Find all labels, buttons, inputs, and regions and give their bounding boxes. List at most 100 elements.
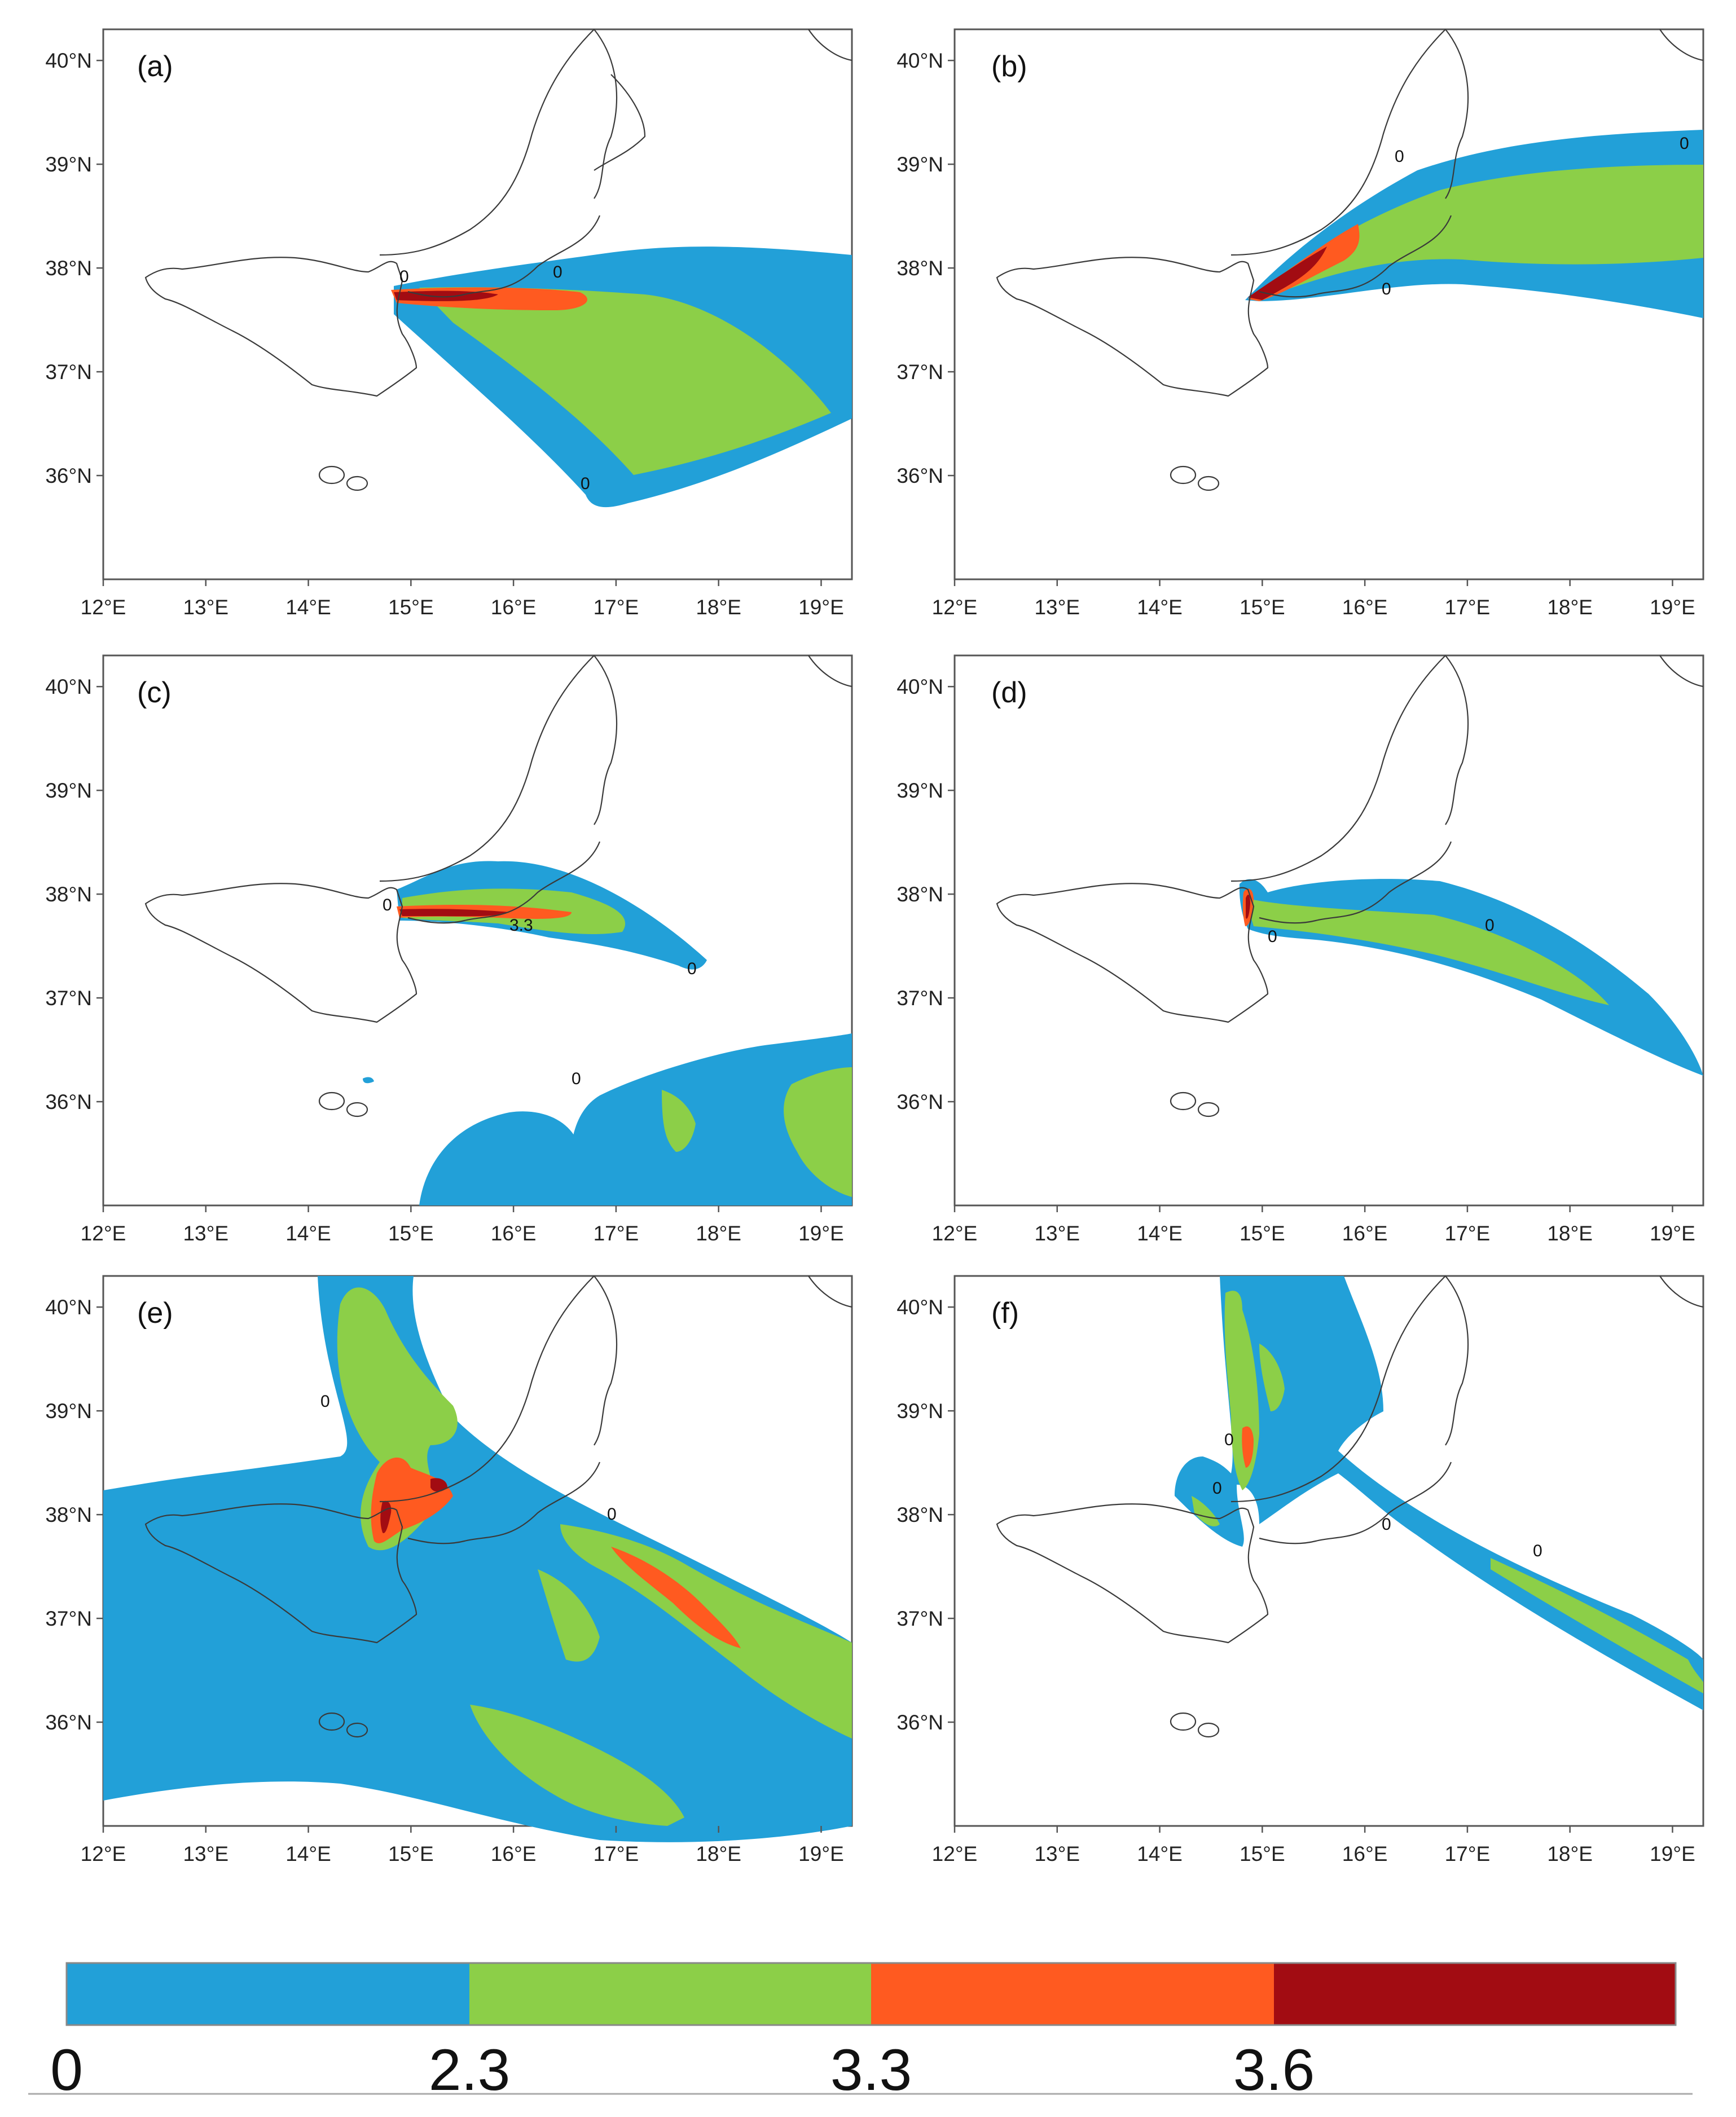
x-tick-label: 12°E (932, 1222, 978, 1245)
x-tick-label: 14°E (285, 596, 331, 619)
colorbar-label: 3.6 (1233, 2037, 1315, 2103)
y-tick-label: 40°N (896, 1296, 943, 1319)
y-tick-label: 39°N (896, 1399, 943, 1423)
axes-layer: 12°E 13°E 14°E 15°E 16°E 17°E 18°E 19°E 40°N 39°N… (45, 49, 1695, 1865)
x-tick-label: 19°E (798, 596, 844, 619)
plume-fields (391, 247, 852, 508)
contour-label: 0 (320, 1392, 330, 1411)
contour-label: 0 (1395, 147, 1404, 166)
colorbar-label: 3.3 (830, 2037, 912, 2103)
coastlines (144, 29, 852, 491)
contour-label: 0 (553, 263, 562, 281)
y-tick-label: 36°N (45, 1711, 92, 1734)
contour-labels: 0 0 0 0 (1212, 1431, 1542, 1560)
x-tick-label: 13°E (183, 596, 228, 619)
colorbar-swatch-level-1 (67, 1963, 469, 2025)
x-tick-label: 18°E (1547, 1842, 1593, 1865)
y-tick-label: 36°N (896, 1711, 943, 1734)
plume-level-2 (1245, 898, 1609, 1005)
x-tick-label: 16°E (1342, 596, 1388, 619)
plume-level-2 (662, 1090, 696, 1152)
x-tick-label: 19°E (1650, 1842, 1695, 1865)
contour-label: 0 (1533, 1542, 1542, 1560)
x-tick-label: 12°E (932, 596, 978, 619)
panel-f: 0 0 0 0 (f) (953, 1275, 1704, 1827)
plume-level-3 (611, 1547, 741, 1648)
y-tick-label: 38°N (45, 1503, 92, 1526)
plume-level-2 (538, 1569, 600, 1662)
plume-level-2 (1491, 1558, 1703, 1693)
x-tick-label: 18°E (1547, 596, 1593, 619)
x-tick-label: 19°E (798, 1222, 844, 1245)
x-tick-label: 16°E (491, 596, 537, 619)
panel-letter: (e) (137, 1297, 173, 1330)
x-tick-label: 18°E (1547, 1222, 1593, 1245)
contour-label: 0 (572, 1069, 581, 1088)
y-tick-label: 37°N (45, 1607, 92, 1630)
x-tick-label: 16°E (491, 1842, 537, 1865)
contour-labels: 0 0 (1268, 916, 1495, 946)
x-tick-label: 16°E (1342, 1222, 1388, 1245)
x-tick-label: 18°E (696, 1222, 741, 1245)
panel-a: 0 0 0 (a) (102, 28, 853, 580)
map-frame (953, 28, 1704, 580)
contour-label: 0 (607, 1505, 617, 1524)
y-tick-label: 37°N (45, 360, 92, 384)
plume-level-1 (363, 1077, 374, 1084)
y-tick-label: 40°N (896, 49, 943, 72)
y-tick-label: 40°N (896, 675, 943, 698)
x-tick-label: 13°E (1034, 1222, 1080, 1245)
y-tick-label: 38°N (896, 883, 943, 906)
x-tick-label: 15°E (1240, 1842, 1285, 1865)
y-tick-label: 36°N (896, 1090, 943, 1113)
panel-letter: (b) (991, 50, 1027, 83)
x-tick-label: 16°E (491, 1222, 537, 1245)
panel-b: 0 0 0 (b) (953, 28, 1704, 580)
y-tick-label: 39°N (45, 1399, 92, 1423)
y-tick-label: 38°N (45, 883, 92, 906)
y-tick-label: 36°N (896, 464, 943, 487)
x-tick-label: 17°E (594, 1842, 639, 1865)
contour-label: 3.3 (509, 916, 533, 935)
y-tick-label: 37°N (896, 1607, 943, 1630)
panel-d: 0 0 (d) (953, 654, 1704, 1207)
panel-letter: (a) (137, 50, 173, 83)
y-tick-label: 39°N (45, 779, 92, 802)
x-tick-label: 12°E (81, 596, 126, 619)
x-tick-label: 13°E (1034, 1842, 1080, 1865)
x-tick-label: 13°E (183, 1222, 228, 1245)
plume-fields (363, 861, 852, 1205)
y-tick-label: 39°N (45, 153, 92, 176)
x-tick-label: 15°E (1240, 1222, 1285, 1245)
y-tick-label: 40°N (45, 1296, 92, 1319)
x-tick-label: 12°E (81, 1842, 126, 1865)
coastlines (996, 655, 1704, 1117)
colorbar: 0 2.3 3.3 3.6 (28, 1962, 1693, 2103)
x-tick-label: 13°E (183, 1842, 228, 1865)
x-tick-label: 12°E (932, 1842, 978, 1865)
contour-label: 0 (1485, 916, 1495, 935)
contour-label: 0 (383, 896, 392, 914)
contour-label: 0 (1224, 1431, 1234, 1449)
contour-label: 0 (1268, 927, 1277, 946)
y-tick-label: 37°N (896, 987, 943, 1010)
x-tick-label: 17°E (1445, 1842, 1491, 1865)
contour-label: 0 (581, 474, 590, 493)
y-tick-label: 38°N (45, 257, 92, 280)
y-tick-label: 38°N (896, 257, 943, 280)
plume-level-4 (1248, 247, 1327, 300)
plume-level-2 (470, 1705, 684, 1826)
y-tick-label: 36°N (45, 464, 92, 487)
panel-e: 0 0 (e) (102, 1275, 853, 1842)
plume-level-2 (784, 1067, 852, 1197)
plume-level-1 (569, 1033, 852, 1205)
contour-labels: 0 0 0 (399, 263, 590, 493)
plume-level-3 (1242, 1426, 1254, 1468)
contour-label: 0 (1382, 1515, 1391, 1534)
colorbar-swatch-level-2 (469, 1963, 871, 2025)
x-tick-label: 16°E (1342, 1842, 1388, 1865)
colorbar-label: 0 (50, 2037, 83, 2103)
plume-level-2 (1192, 1496, 1220, 1526)
x-tick-label: 17°E (594, 1222, 639, 1245)
